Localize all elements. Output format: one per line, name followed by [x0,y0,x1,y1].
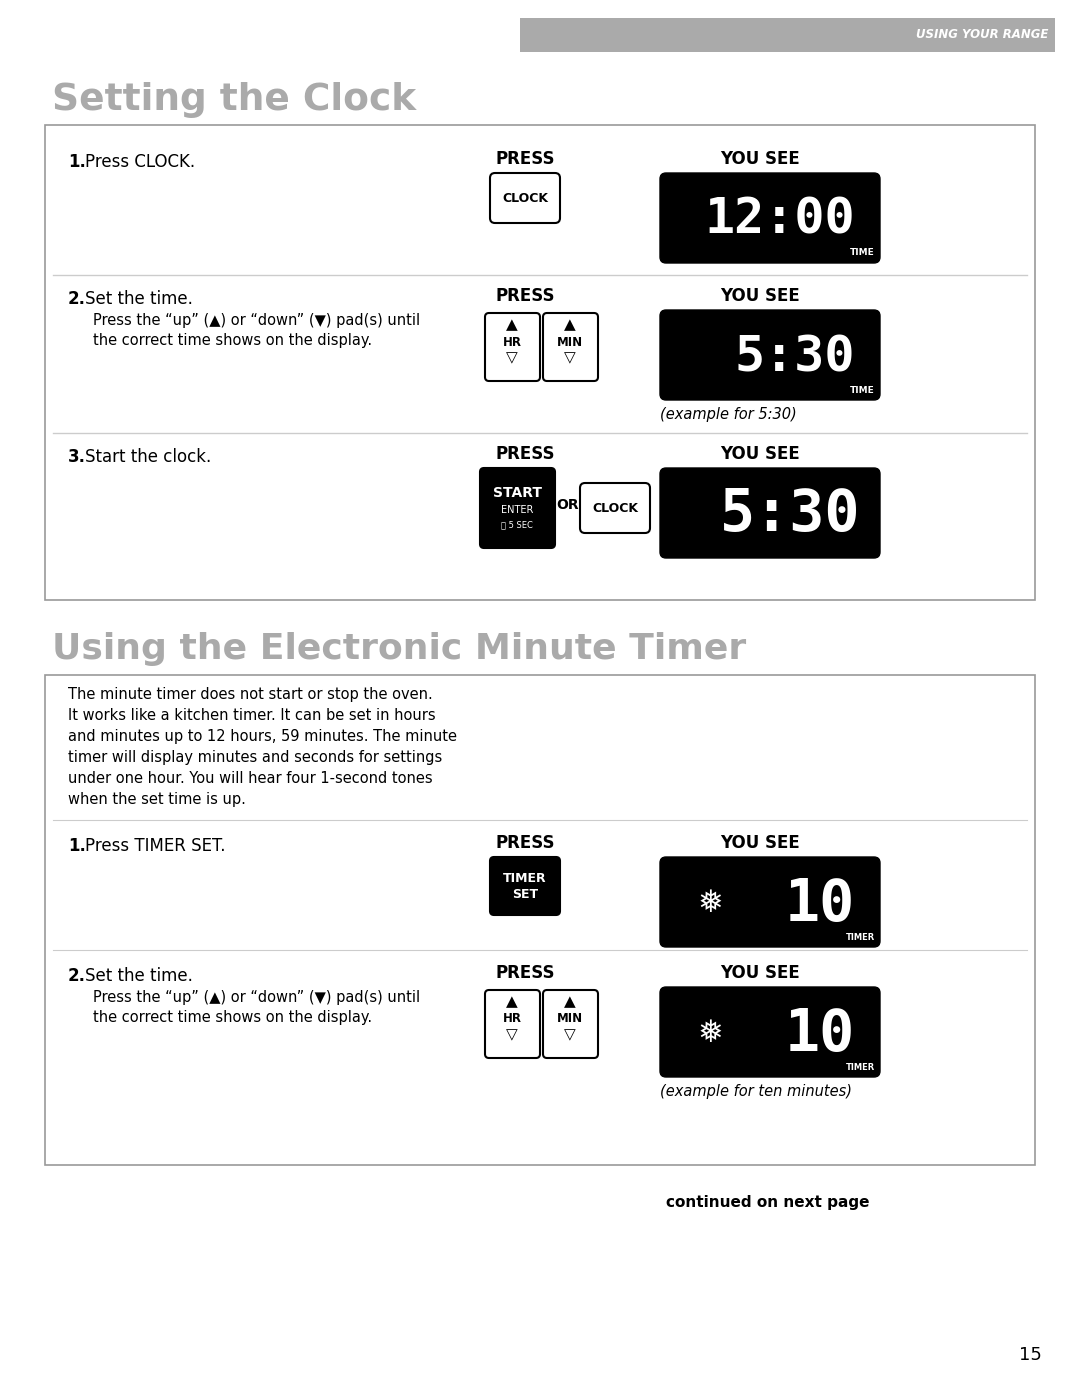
Text: Setting the Clock: Setting the Clock [52,82,416,117]
Text: 5:30: 5:30 [719,486,860,543]
FancyBboxPatch shape [543,990,598,1058]
Bar [45,124,1035,599]
Text: 🔒 5 SEC: 🔒 5 SEC [501,521,532,529]
Text: HR: HR [502,335,522,348]
Text: 15: 15 [1018,1345,1041,1363]
Text: ENTER: ENTER [501,504,534,515]
Text: ▲: ▲ [564,317,576,332]
Text: 10: 10 [785,1006,855,1063]
Text: 3.: 3. [68,448,86,467]
Text: ▽: ▽ [564,351,576,366]
Text: 1.: 1. [68,837,86,855]
Text: YOU SEE: YOU SEE [720,964,800,982]
Text: YOU SEE: YOU SEE [720,149,800,168]
Text: Press the “up” (▲) or “down” (▼) pad(s) until
the correct time shows on the disp: Press the “up” (▲) or “down” (▼) pad(s) … [93,990,420,1025]
FancyBboxPatch shape [490,173,561,224]
Text: USING YOUR RANGE: USING YOUR RANGE [916,28,1048,42]
Text: YOU SEE: YOU SEE [720,446,800,462]
Text: TIMER: TIMER [846,933,875,942]
Text: (example for ten minutes): (example for ten minutes) [660,1084,852,1099]
FancyBboxPatch shape [543,313,598,381]
Text: TIME: TIME [850,386,875,395]
FancyBboxPatch shape [480,468,555,548]
Text: SET: SET [512,888,538,901]
Text: ▽: ▽ [507,351,518,366]
Text: continued on next page: continued on next page [666,1196,870,1210]
Text: YOU SEE: YOU SEE [720,286,800,305]
Text: 2.: 2. [68,291,86,307]
Text: CLOCK: CLOCK [502,191,548,204]
Bar [519,18,1055,52]
Text: ▲: ▲ [507,317,518,332]
Text: HR: HR [502,1013,522,1025]
Text: ▲: ▲ [564,995,576,1010]
Text: OR: OR [556,497,579,511]
Text: Using the Electronic Minute Timer: Using the Electronic Minute Timer [52,631,746,666]
FancyBboxPatch shape [580,483,650,534]
Text: CLOCK: CLOCK [592,502,638,514]
FancyBboxPatch shape [660,988,880,1077]
Text: 1.: 1. [68,154,86,170]
Text: PRESS: PRESS [496,446,555,462]
FancyBboxPatch shape [660,310,880,400]
Text: (example for 5:30): (example for 5:30) [660,407,797,422]
Text: START: START [492,486,541,500]
Text: PRESS: PRESS [496,286,555,305]
Text: MIN: MIN [557,1013,583,1025]
Text: The minute timer does not start or stop the oven.
It works like a kitchen timer.: The minute timer does not start or stop … [68,687,457,807]
Text: TIMER: TIMER [846,1063,875,1071]
Text: 2.: 2. [68,967,86,985]
Text: Start the clock.: Start the clock. [85,448,212,467]
Text: PRESS: PRESS [496,834,555,852]
Text: Press CLOCK.: Press CLOCK. [85,154,195,170]
Text: TIMER: TIMER [503,873,546,886]
FancyBboxPatch shape [660,856,880,947]
Text: YOU SEE: YOU SEE [720,834,800,852]
Text: 10: 10 [785,876,855,933]
Text: 5:30: 5:30 [734,332,855,381]
Text: ❅: ❅ [698,1020,723,1049]
Text: 12:00: 12:00 [704,196,855,244]
Text: ▲: ▲ [507,995,518,1010]
Text: Set the time.: Set the time. [85,291,193,307]
Text: ▽: ▽ [507,1028,518,1042]
FancyBboxPatch shape [660,173,880,263]
Text: PRESS: PRESS [496,149,555,168]
FancyBboxPatch shape [490,856,561,915]
FancyBboxPatch shape [660,468,880,557]
Text: MIN: MIN [557,335,583,348]
FancyBboxPatch shape [485,313,540,381]
Text: ❅: ❅ [698,890,723,918]
Text: Set the time.: Set the time. [85,967,193,985]
Text: Press TIMER SET.: Press TIMER SET. [85,837,226,855]
Text: ▽: ▽ [564,1028,576,1042]
FancyBboxPatch shape [485,990,540,1058]
Text: PRESS: PRESS [496,964,555,982]
Text: Press the “up” (▲) or “down” (▼) pad(s) until
the correct time shows on the disp: Press the “up” (▲) or “down” (▼) pad(s) … [93,313,420,348]
Text: TIME: TIME [850,249,875,257]
Bar [45,675,1035,1165]
